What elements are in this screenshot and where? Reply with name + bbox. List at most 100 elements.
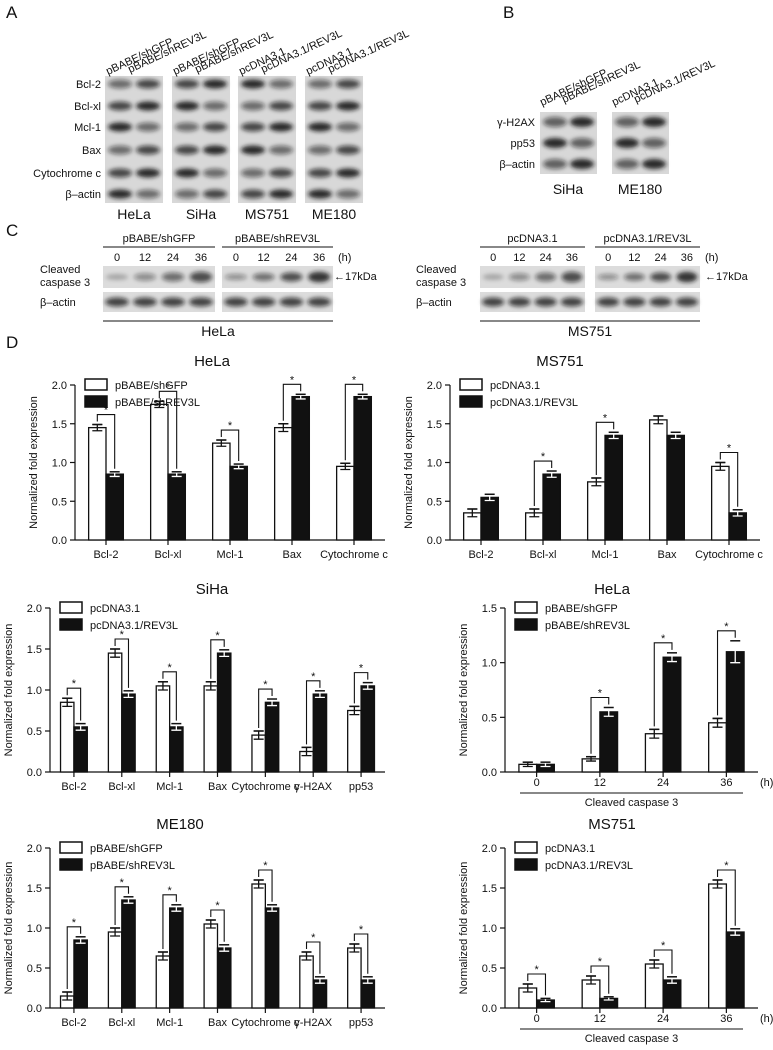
bar [59,701,75,773]
blot-band [615,117,639,127]
blot-band [508,297,531,307]
row-label: Bcl-2 [76,79,101,91]
bar [273,426,293,541]
x-tick-label: Bcl-2 [61,1017,86,1029]
x-tick-label: Cytochrome c [695,549,763,561]
x-tick-label: γ-H2AX [294,1017,333,1029]
blot-band [642,117,666,127]
blot-band [642,159,666,169]
blot-band [615,159,639,169]
significance-bracket [653,642,673,727]
row-label: Bax [82,145,101,157]
significance-bracket [158,390,178,469]
y-tick-label: 1.5 [482,883,497,895]
blot-band [108,101,132,111]
bar [149,403,169,541]
bar [167,473,187,541]
chart-title: HeLa [194,353,231,370]
time-label: 36 [566,252,578,264]
bar [708,883,728,1009]
y-axis-label: Normalized fold expression [28,396,40,529]
cell-line-label: MS751 [568,323,613,339]
time-label: 12 [139,252,151,264]
blot-band [642,138,666,148]
blot-band [161,297,185,307]
size-marker: ←17kDa [334,271,378,283]
x-unit: (h) [760,777,773,789]
bar [264,701,280,773]
blot-band [133,297,157,307]
x-tick-label: 36 [720,1013,732,1025]
row-label: pp53 [511,138,535,150]
blot-band [241,168,265,178]
row-label: γ-H2AX [497,117,536,129]
legend-label: pcDNA3.1 [545,843,595,855]
time-label: 0 [605,252,611,264]
x-tick-label: γ-H2AX [294,781,333,793]
y-axis-label: Normalized fold expression [458,624,470,757]
bar [648,419,668,541]
blot-band [241,101,265,111]
significance-star: * [598,687,603,699]
legend-swatch [459,395,483,408]
row-label: caspase 3 [416,277,466,289]
y-tick-label: 0.0 [27,1003,42,1015]
significance-star: * [263,679,268,691]
significance-bracket [344,383,364,461]
significance-star: * [311,671,316,683]
bar [121,693,136,773]
bar [335,465,355,541]
significance-star: * [724,860,729,872]
bar [203,923,219,1009]
blot-band [336,79,360,89]
significance-star: * [215,630,220,642]
legend-swatch [84,395,108,408]
bar [155,685,171,773]
bar [599,711,619,773]
significance-bracket [258,688,273,728]
significance-bracket [653,949,673,974]
y-tick-label: 0.5 [427,496,442,508]
blot-band [543,159,567,169]
legend-label: pBABE/shGFP [545,603,618,615]
x-tick-label: Mcl-1 [217,549,244,561]
x-tick-label: Bcl-2 [93,549,118,561]
y-tick-label: 2.0 [27,843,42,855]
significance-bracket [282,383,302,421]
bar [644,733,664,773]
significance-star: * [120,877,125,889]
time-label: 12 [628,252,640,264]
significance-bracket [716,869,736,926]
panel-label: C [6,221,18,240]
blot-band [597,274,619,280]
blot-strip [305,76,363,203]
blot-band [136,168,160,178]
group-label: pcDNA3.1 [507,233,557,245]
x-tick-label: 12 [594,1013,606,1025]
x-tick-label: Mcl-1 [592,549,619,561]
blot-band [269,145,293,155]
significance-bracket [590,696,610,754]
blot-band [108,79,132,89]
blot-band [241,79,265,89]
bar [666,434,686,541]
x-tick-label: Bcl-xl [108,781,135,793]
blot-band [203,79,227,89]
blot-band [136,101,160,111]
time-label: 36 [681,252,693,264]
time-unit: (h) [705,252,718,264]
row-label: Bcl-xl [74,101,101,113]
legend-label: pcDNA3.1/REV3L [545,860,633,872]
time-label: 24 [285,252,297,264]
chart-title: ME180 [156,816,204,833]
row-label: Cytochrome c [33,168,101,180]
bar [251,883,267,1009]
cell-line-label: MS751 [245,206,290,222]
legend-swatch [59,618,83,631]
time-label: 0 [114,252,120,264]
blot-band [534,297,557,307]
blot-band [108,168,132,178]
bar [725,651,745,773]
significance-star: * [598,956,603,968]
blot-band [336,101,360,111]
